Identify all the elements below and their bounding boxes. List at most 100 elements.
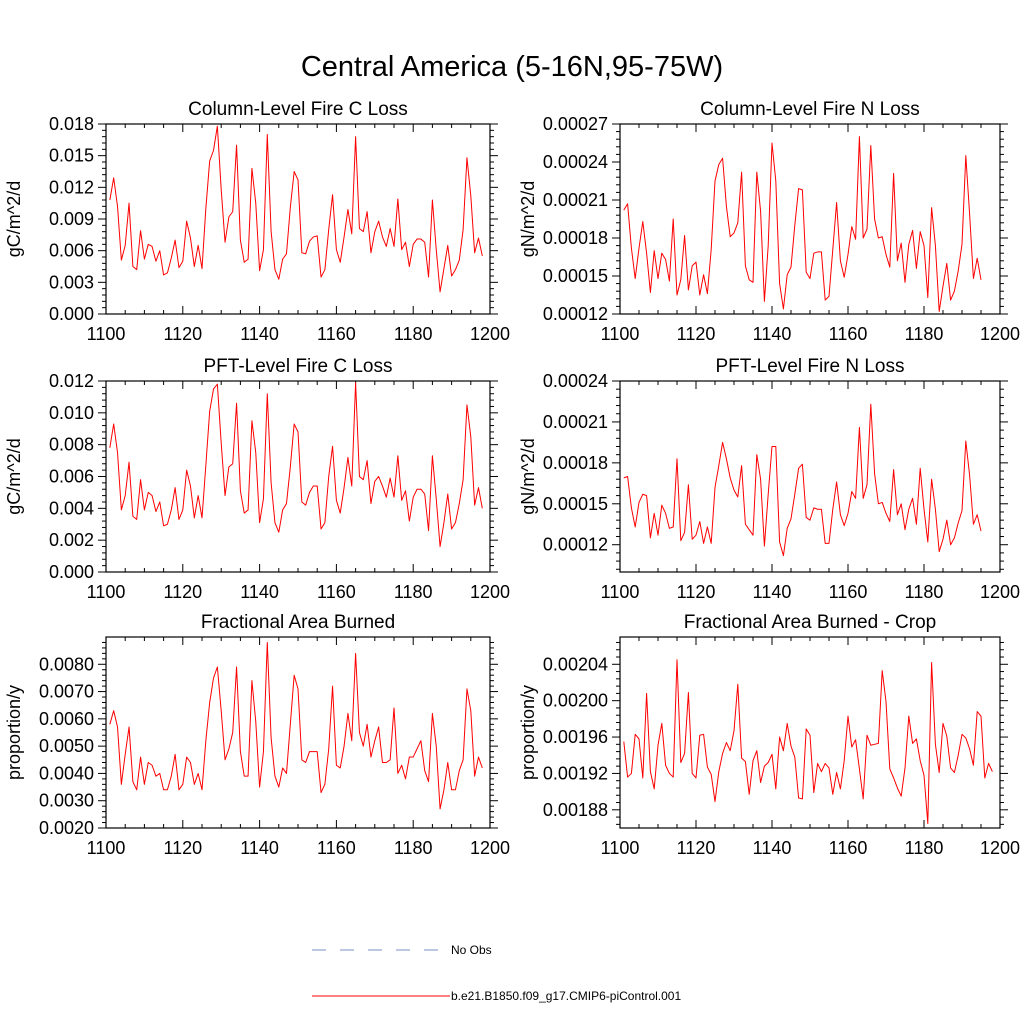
x-tick-label: 1100 — [601, 324, 640, 344]
y-tick-label: 0.0060 — [39, 709, 94, 729]
y-tick-label: 0.00021 — [543, 190, 608, 210]
y-tick-label: 0.00012 — [543, 304, 608, 324]
series-line-1 — [109, 382, 483, 548]
panel-title: Fractional Area Burned - Crop — [684, 612, 936, 633]
series-line-1 — [109, 125, 483, 293]
legend-model-label: b.e21.B1850.f09_g17.CMIP6-piControl.001 — [451, 989, 681, 1003]
x-tick-label: 1120 — [163, 324, 202, 344]
x-tick-label: 1180 — [905, 582, 944, 602]
x-tick-label: 1180 — [394, 324, 433, 344]
panel-title: PFT-Level Fire C Loss — [204, 356, 393, 377]
y-tick-label: 0.00021 — [543, 412, 608, 432]
x-tick-label: 1160 — [317, 324, 356, 344]
y-tick-label: 0.000 — [49, 304, 94, 324]
panel-title: Column-Level Fire N Loss — [700, 99, 920, 120]
y-tick-label: 0.0020 — [39, 818, 94, 838]
x-tick-label: 1140 — [753, 582, 792, 602]
y-tick-label: 0.00015 — [543, 266, 608, 286]
plot-frame — [105, 380, 491, 573]
y-tick-label: 0.0080 — [39, 654, 94, 674]
x-tick-label: 1160 — [317, 582, 356, 602]
x-tick-label: 1140 — [240, 582, 279, 602]
x-tick-label: 1120 — [163, 582, 202, 602]
x-tick-label: 1200 — [980, 838, 1020, 858]
x-tick-label: 1160 — [829, 838, 868, 858]
series-line-1 — [109, 641, 483, 810]
x-tick-label: 1160 — [317, 838, 356, 858]
panel-4: PFT-Level Fire N Loss gN/m^2/d 1100 1120 114… — [518, 356, 1020, 602]
x-tick-label: 1140 — [753, 838, 792, 858]
y-tick-label: 0.0070 — [39, 682, 94, 702]
y-tick-label: 0.00204 — [543, 654, 608, 674]
panel-2: Column-Level Fire N Loss gN/m^2/d 1100 1120… — [518, 99, 1020, 344]
y-tick-label: 0.0030 — [39, 791, 94, 811]
legend-no-obs-label: No Obs — [451, 943, 492, 957]
y-tick-label: 0.00015 — [543, 494, 608, 514]
x-tick-label: 1100 — [87, 582, 126, 602]
y-tick-label: 0.010 — [49, 403, 94, 423]
x-tick-label: 1160 — [829, 582, 868, 602]
x-tick-label: 1140 — [240, 324, 279, 344]
panel-title: PFT-Level Fire N Loss — [716, 356, 905, 377]
y-axis-label: gN/m^2/d — [518, 438, 538, 514]
x-tick-label: 1180 — [905, 838, 944, 858]
series-line-1 — [623, 403, 982, 557]
y-tick-label: 0.006 — [49, 241, 94, 261]
x-tick-label: 1200 — [980, 582, 1020, 602]
x-tick-label: 1120 — [677, 324, 716, 344]
plot-frame — [619, 123, 1001, 315]
y-tick-label: 0.009 — [49, 209, 94, 229]
x-tick-label: 1140 — [753, 324, 792, 344]
plot-frame — [619, 380, 1001, 573]
y-axis-label: gC/m^2/d — [4, 181, 24, 257]
y-axis-label: gC/m^2/d — [4, 438, 24, 514]
y-tick-label: 0.00024 — [543, 152, 608, 172]
x-tick-label: 1200 — [470, 838, 510, 858]
panels: Column-Level Fire C Loss gC/m^2/d 1100 1120… — [4, 99, 1020, 858]
x-tick-label: 1200 — [470, 582, 510, 602]
y-tick-label: 0.00200 — [543, 691, 608, 711]
plot-frame — [105, 636, 491, 829]
figure-title: Central America (5-16N,95-75W) — [301, 51, 723, 83]
y-tick-label: 0.004 — [49, 498, 94, 518]
y-tick-label: 0.006 — [49, 467, 94, 487]
y-tick-label: 0.012 — [49, 177, 94, 197]
x-tick-label: 1100 — [87, 838, 126, 858]
x-tick-label: 1100 — [87, 324, 126, 344]
y-tick-label: 0.00188 — [543, 800, 608, 820]
legend: No Obs b.e21.B1850.f09_g17.CMIP6-piContr… — [312, 943, 681, 1003]
y-tick-label: 0.003 — [49, 272, 94, 292]
y-tick-label: 0.00018 — [543, 228, 608, 248]
x-tick-label: 1120 — [677, 838, 716, 858]
y-tick-label: 0.0040 — [39, 763, 94, 783]
series-line-1 — [623, 659, 993, 824]
panel-5: Fractional Area Burned proportion/y 1100 11… — [4, 612, 510, 858]
panel-1: Column-Level Fire C Loss gC/m^2/d 1100 1120… — [4, 99, 510, 344]
x-tick-label: 1120 — [677, 582, 716, 602]
x-tick-label: 1160 — [829, 324, 868, 344]
x-tick-label: 1180 — [394, 582, 433, 602]
panel-6: Fractional Area Burned - Crop proportion/… — [518, 612, 1020, 858]
panel-title: Fractional Area Burned — [201, 612, 395, 633]
y-tick-label: 0.00196 — [543, 727, 608, 747]
x-tick-label: 1200 — [980, 324, 1020, 344]
panel-3: PFT-Level Fire C Loss gC/m^2/d 1100 1120 114… — [4, 356, 510, 602]
y-axis-label: proportion/y — [4, 685, 24, 780]
x-tick-label: 1140 — [240, 838, 279, 858]
y-tick-label: 0.00027 — [543, 114, 608, 134]
x-tick-label: 1180 — [394, 838, 433, 858]
y-tick-label: 0.00018 — [543, 453, 608, 473]
y-axis-label: gN/m^2/d — [518, 181, 538, 257]
panel-title: Column-Level Fire C Loss — [188, 99, 408, 120]
y-tick-label: 0.000 — [49, 562, 94, 582]
y-tick-label: 0.00012 — [543, 535, 608, 555]
y-axis-label: proportion/y — [518, 685, 538, 780]
y-tick-label: 0.00192 — [543, 763, 608, 783]
x-tick-label: 1180 — [905, 324, 944, 344]
y-tick-label: 0.0050 — [39, 736, 94, 756]
x-tick-label: 1100 — [601, 838, 640, 858]
x-tick-label: 1200 — [470, 324, 510, 344]
y-tick-label: 0.002 — [49, 530, 94, 550]
plot-frame — [105, 123, 491, 315]
